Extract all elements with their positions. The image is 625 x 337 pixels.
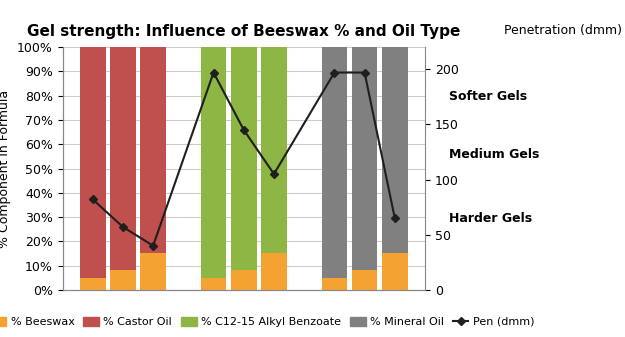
Bar	[231, 270, 257, 290]
Bar	[201, 47, 226, 278]
Bar	[352, 47, 377, 270]
Title: Gel strength: Influence of Beeswax % and Oil Type: Gel strength: Influence of Beeswax % and…	[27, 24, 461, 39]
Bar	[261, 253, 287, 290]
Bar	[382, 47, 408, 253]
Bar	[321, 47, 348, 278]
Y-axis label: % Component in Formula: % Component in Formula	[0, 89, 11, 248]
Bar	[140, 253, 166, 290]
Bar	[382, 253, 408, 290]
Bar	[261, 47, 287, 253]
Bar	[231, 47, 257, 270]
Text: Penetration (dmm): Penetration (dmm)	[504, 24, 622, 37]
Text: Harder Gels: Harder Gels	[449, 212, 532, 225]
Bar	[140, 47, 166, 253]
Bar	[80, 278, 106, 290]
Bar	[201, 278, 226, 290]
Text: Softer Gels: Softer Gels	[449, 90, 528, 103]
Bar	[321, 278, 348, 290]
Legend: % Beeswax, % Castor Oil, % C12-15 Alkyl Benzoate, % Mineral Oil, Pen (dmm): % Beeswax, % Castor Oil, % C12-15 Alkyl …	[0, 312, 539, 332]
Text: Medium Gels: Medium Gels	[449, 148, 539, 161]
Bar	[110, 270, 136, 290]
Bar	[110, 47, 136, 270]
Bar	[352, 270, 377, 290]
Bar	[80, 47, 106, 278]
